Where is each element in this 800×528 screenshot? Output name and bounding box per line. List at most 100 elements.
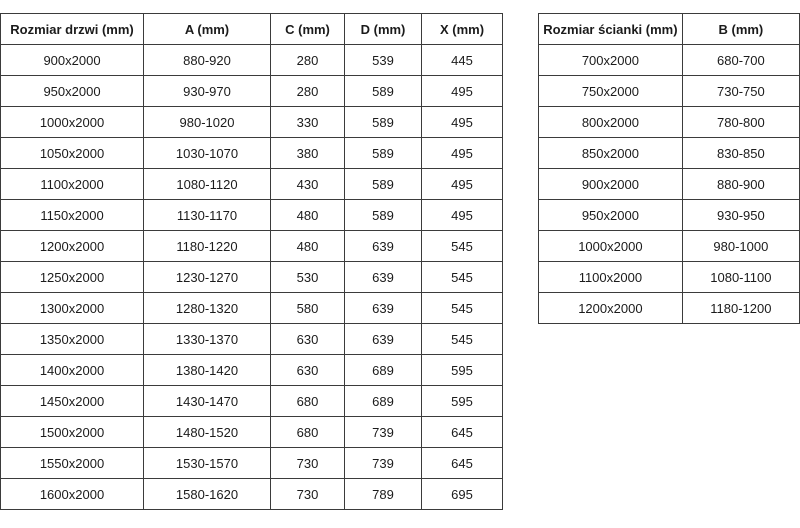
table-cell: 280 bbox=[270, 75, 345, 107]
table-row: 700x2000 680-700 bbox=[538, 44, 800, 76]
wall-table-header-row: Rozmiar ścianki (mm) B (mm) bbox=[538, 13, 800, 45]
table-cell: 1330-1370 bbox=[143, 323, 271, 355]
table-row: 1050x2000 1030-1070 380 589 495 bbox=[0, 137, 503, 169]
table-row: 850x2000 830-850 bbox=[538, 137, 800, 169]
table-cell: 1080-1120 bbox=[143, 168, 271, 200]
table-cell: 1180-1200 bbox=[681, 292, 800, 324]
table-cell: 1250x2000 bbox=[0, 261, 144, 293]
table-cell: 830-850 bbox=[681, 137, 800, 169]
table-cell: 589 bbox=[344, 168, 422, 200]
table-cell: 645 bbox=[421, 447, 503, 479]
table-cell: 580 bbox=[270, 292, 345, 324]
table-cell: 495 bbox=[421, 75, 503, 107]
table-cell: 445 bbox=[421, 44, 503, 76]
table-cell: 680-700 bbox=[681, 44, 800, 76]
table-cell: 1600x2000 bbox=[0, 478, 144, 510]
door-sizes-column-header: Rozmiar drzwi (mm) bbox=[0, 13, 144, 45]
table-cell: 1230-1270 bbox=[143, 261, 271, 293]
table-cell: 589 bbox=[344, 137, 422, 169]
table-cell: 880-900 bbox=[681, 168, 800, 200]
table-cell: 1430-1470 bbox=[143, 385, 271, 417]
table-cell: 900x2000 bbox=[0, 44, 144, 76]
table-cell: 589 bbox=[344, 75, 422, 107]
table-cell: 595 bbox=[421, 354, 503, 386]
table-cell: 630 bbox=[270, 354, 345, 386]
table-row: 1500x2000 1480-1520 680 739 645 bbox=[0, 416, 503, 448]
table-row: 900x2000 880-900 bbox=[538, 168, 800, 200]
door-sizes-column-header: A (mm) bbox=[143, 13, 271, 45]
table-cell: 739 bbox=[344, 447, 422, 479]
table-cell: 1500x2000 bbox=[0, 416, 144, 448]
table-cell: 730 bbox=[270, 478, 345, 510]
table-row: 1100x2000 1080-1100 bbox=[538, 261, 800, 293]
table-cell: 545 bbox=[421, 323, 503, 355]
table-cell: 1400x2000 bbox=[0, 354, 144, 386]
table-cell: 495 bbox=[421, 199, 503, 231]
table-cell: 1280-1320 bbox=[143, 292, 271, 324]
table-cell: 495 bbox=[421, 168, 503, 200]
table-row: 1100x2000 1080-1120 430 589 495 bbox=[0, 168, 503, 200]
table-cell: 1150x2000 bbox=[0, 199, 144, 231]
table-cell: 589 bbox=[344, 199, 422, 231]
table-cell: 1000x2000 bbox=[0, 106, 144, 138]
table-cell: 1450x2000 bbox=[0, 385, 144, 417]
table-row: 950x2000 930-970 280 589 495 bbox=[0, 75, 503, 107]
table-cell: 1000x2000 bbox=[538, 230, 683, 262]
table-cell: 850x2000 bbox=[538, 137, 683, 169]
table-cell: 539 bbox=[344, 44, 422, 76]
table-cell: 930-950 bbox=[681, 199, 800, 231]
table-row: 800x2000 780-800 bbox=[538, 106, 800, 138]
table-cell: 1200x2000 bbox=[538, 292, 683, 324]
table-cell: 930-970 bbox=[143, 75, 271, 107]
table-cell: 680 bbox=[270, 416, 345, 448]
table-cell: 1080-1100 bbox=[681, 261, 800, 293]
table-row: 1200x2000 1180-1200 bbox=[538, 292, 800, 324]
table-row: 1600x2000 1580-1620 730 789 695 bbox=[0, 478, 503, 510]
table-cell: 1050x2000 bbox=[0, 137, 144, 169]
table-cell: 1130-1170 bbox=[143, 199, 271, 231]
table-cell: 589 bbox=[344, 106, 422, 138]
table-row: 1300x2000 1280-1320 580 639 545 bbox=[0, 292, 503, 324]
table-cell: 1100x2000 bbox=[538, 261, 683, 293]
table-cell: 1530-1570 bbox=[143, 447, 271, 479]
table-cell: 780-800 bbox=[681, 106, 800, 138]
table-cell: 430 bbox=[270, 168, 345, 200]
door-table-header-row: Rozmiar drzwi (mm) A (mm) C (mm) D (mm) X (m… bbox=[0, 13, 503, 45]
table-cell: 639 bbox=[344, 323, 422, 355]
table-row: 1350x2000 1330-1370 630 639 545 bbox=[0, 323, 503, 355]
table-row: 1000x2000 980-1020 330 589 495 bbox=[0, 106, 503, 138]
table-cell: 639 bbox=[344, 292, 422, 324]
table-cell: 789 bbox=[344, 478, 422, 510]
table-cell: 950x2000 bbox=[0, 75, 144, 107]
table-row: 1400x2000 1380-1420 630 689 595 bbox=[0, 354, 503, 386]
table-cell: 1180-1220 bbox=[143, 230, 271, 262]
table-cell: 639 bbox=[344, 230, 422, 262]
table-cell: 330 bbox=[270, 106, 345, 138]
table-cell: 545 bbox=[421, 292, 503, 324]
table-cell: 1100x2000 bbox=[0, 168, 144, 200]
table-row: 1150x2000 1130-1170 480 589 495 bbox=[0, 199, 503, 231]
table-cell: 630 bbox=[270, 323, 345, 355]
table-cell: 980-1020 bbox=[143, 106, 271, 138]
table-cell: 480 bbox=[270, 199, 345, 231]
wall-sizes-column-header: Rozmiar ścianki (mm) bbox=[538, 13, 683, 45]
table-row: 1000x2000 980-1000 bbox=[538, 230, 800, 262]
table-cell: 1350x2000 bbox=[0, 323, 144, 355]
table-row: 750x2000 730-750 bbox=[538, 75, 800, 107]
wall-size-table: Rozmiar ścianki (mm) B (mm) 700x2000 680-7… bbox=[538, 13, 800, 324]
table-row: 1450x2000 1430-1470 680 689 595 bbox=[0, 385, 503, 417]
table-cell: 495 bbox=[421, 137, 503, 169]
table-cell: 680 bbox=[270, 385, 345, 417]
door-sizes-column-header: X (mm) bbox=[421, 13, 503, 45]
table-row: 1250x2000 1230-1270 530 639 545 bbox=[0, 261, 503, 293]
table-row: 1550x2000 1530-1570 730 739 645 bbox=[0, 447, 503, 479]
table-cell: 1200x2000 bbox=[0, 230, 144, 262]
table-cell: 739 bbox=[344, 416, 422, 448]
table-cell: 380 bbox=[270, 137, 345, 169]
table-cell: 645 bbox=[421, 416, 503, 448]
table-cell: 750x2000 bbox=[538, 75, 683, 107]
table-cell: 639 bbox=[344, 261, 422, 293]
table-cell: 280 bbox=[270, 44, 345, 76]
table-cell: 980-1000 bbox=[681, 230, 800, 262]
table-cell: 1580-1620 bbox=[143, 478, 271, 510]
